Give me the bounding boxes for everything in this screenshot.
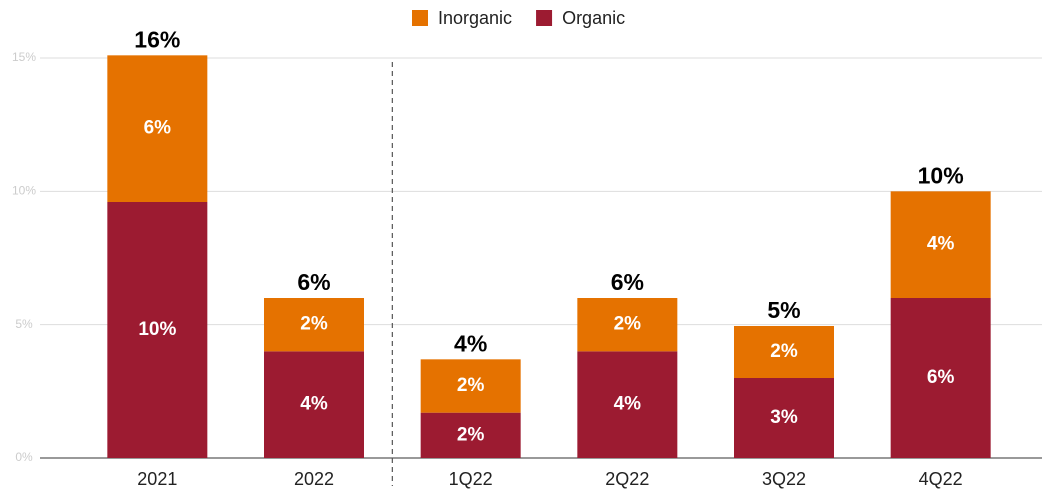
bar-segment — [577, 298, 678, 352]
total-label: 10% — [918, 162, 964, 188]
value-label: 2% — [770, 341, 798, 362]
y-tick-label: 0% — [15, 450, 33, 464]
value-label: 4% — [927, 234, 955, 255]
value-label: 2% — [300, 314, 328, 335]
x-tick-label: 2Q22 — [605, 469, 649, 489]
value-label: 6% — [144, 118, 172, 139]
y-tick-label: 15% — [12, 50, 36, 64]
bar-segment — [420, 412, 521, 458]
bar-segment — [577, 351, 678, 458]
y-tick-label: 10% — [12, 184, 36, 198]
total-label: 16% — [134, 26, 180, 52]
value-label: 4% — [300, 394, 328, 415]
bar-segment — [420, 359, 521, 413]
bar-segment — [107, 202, 208, 458]
legend-swatch — [412, 10, 428, 26]
value-label: 10% — [138, 319, 176, 340]
x-tick-label: 2022 — [294, 469, 334, 489]
total-label: 6% — [297, 269, 330, 295]
x-tick-label: 2021 — [137, 469, 177, 489]
total-label: 6% — [611, 269, 644, 295]
bar-segment — [264, 351, 364, 458]
total-label: 4% — [454, 330, 487, 356]
value-label: 2% — [457, 375, 485, 396]
value-label: 2% — [614, 314, 642, 335]
bar-segment — [734, 326, 834, 378]
value-label: 6% — [927, 367, 955, 388]
value-label: 4% — [614, 394, 642, 415]
x-tick-label: 1Q22 — [449, 469, 493, 489]
value-label: 3% — [770, 407, 798, 428]
y-tick-label: 5% — [15, 317, 33, 331]
bar-segment — [734, 378, 834, 458]
value-label: 2% — [457, 424, 485, 445]
legend-label: Organic — [562, 8, 625, 28]
legend-label: Inorganic — [438, 8, 512, 28]
bar-segment — [264, 298, 364, 352]
bar-segment — [107, 55, 208, 203]
legend-swatch — [536, 10, 553, 26]
bar-segment — [890, 298, 991, 458]
bar-segment — [890, 191, 991, 298]
x-tick-label: 3Q22 — [762, 469, 806, 489]
total-label: 5% — [767, 297, 800, 323]
x-tick-label: 4Q22 — [919, 469, 963, 489]
